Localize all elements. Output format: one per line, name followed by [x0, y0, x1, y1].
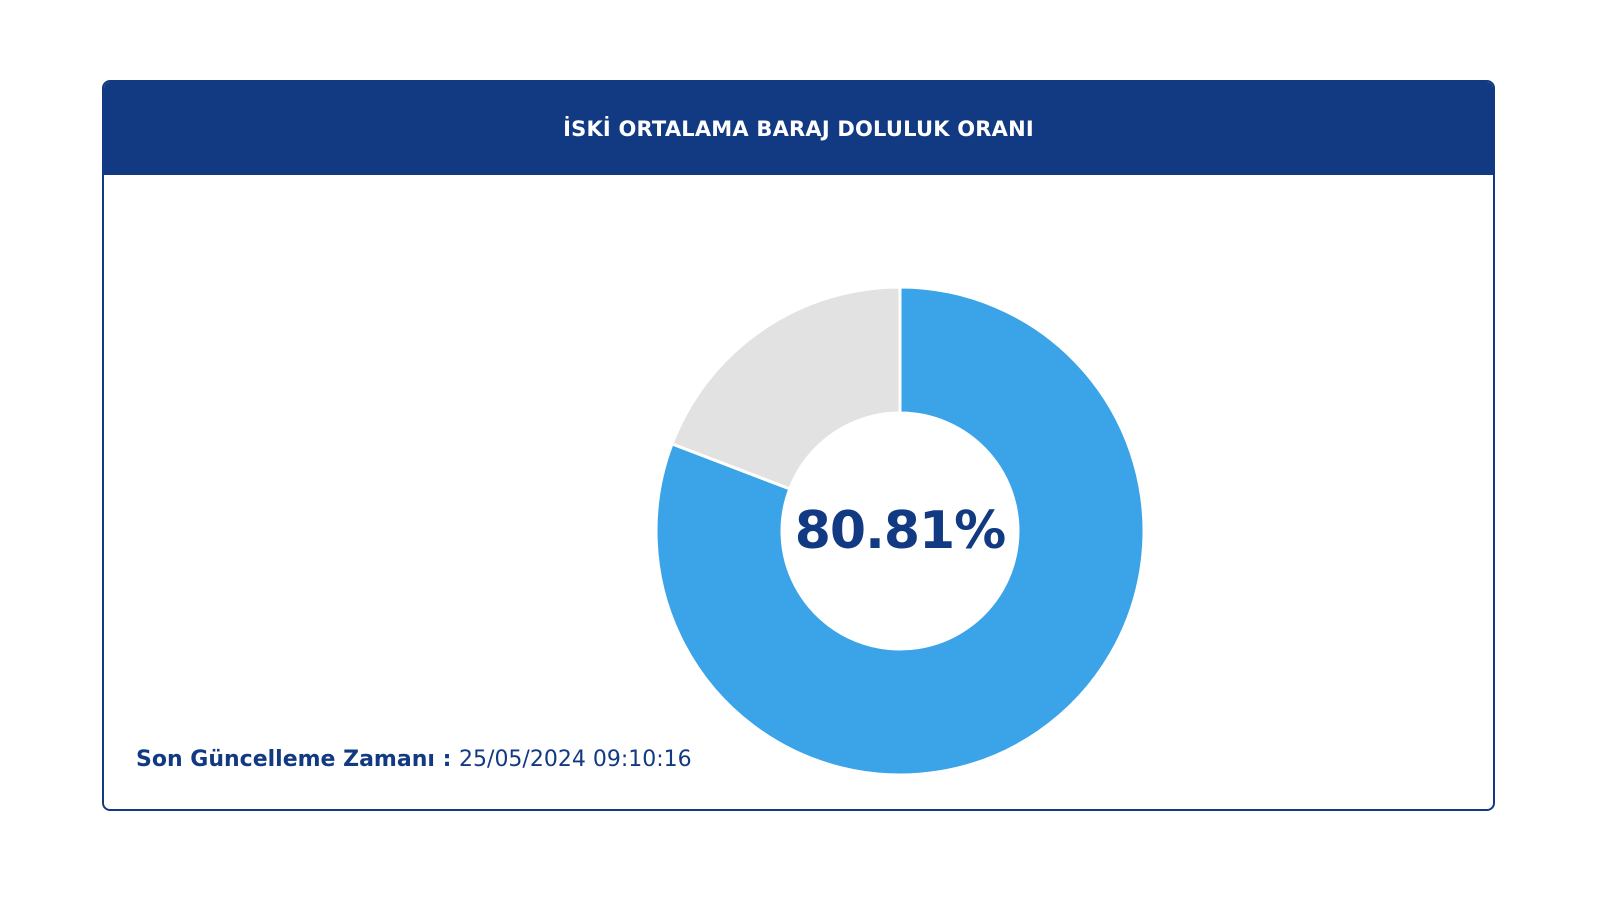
chart-area: 80.81%: [104, 175, 1493, 777]
card-title: İSKİ ORTALAMA BARAJ DOLULUK ORANI: [563, 116, 1034, 141]
last-update-value: 25/05/2024 09:10:16: [459, 747, 692, 772]
last-update-label: Son Güncelleme Zamanı: [136, 747, 435, 772]
occupancy-donut-chart: [654, 285, 1146, 777]
last-update-separator: :: [434, 747, 460, 772]
card-header: İSKİ ORTALAMA BARAJ DOLULUK ORANI: [104, 82, 1493, 175]
donut-slice-boş: [670, 285, 902, 491]
last-update: Son Güncelleme Zamanı : 25/05/2024 09:10…: [136, 747, 692, 772]
donut-slice-dolu: [654, 285, 1146, 777]
dam-occupancy-card: İSKİ ORTALAMA BARAJ DOLULUK ORANI 80.81%…: [102, 80, 1495, 811]
